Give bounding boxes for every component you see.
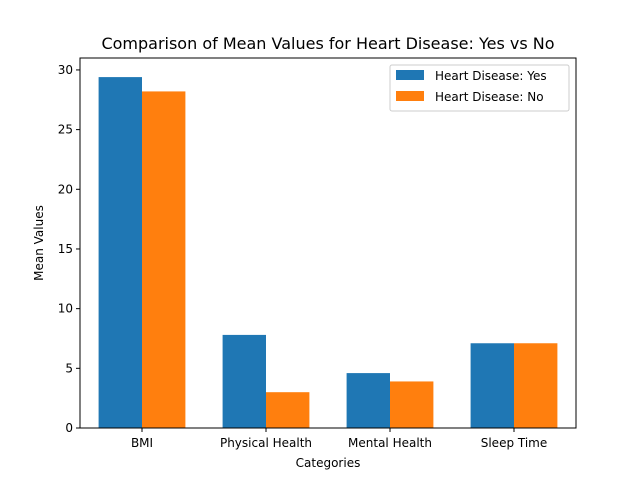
x-tick-label: BMI <box>131 436 153 450</box>
y-axis: 0 5 10 15 20 25 30 <box>58 63 80 435</box>
y-tick-label: 10 <box>58 302 73 316</box>
bar-yes-physical-health <box>222 334 266 428</box>
y-tick-label: 0 <box>65 421 73 435</box>
y-axis-label: Mean Values <box>32 205 46 281</box>
y-tick-label: 15 <box>58 242 73 256</box>
legend-label-heart-disease-yes: Heart Disease: Yes <box>435 69 547 83</box>
legend-label-heart-disease-no: Heart Disease: No <box>435 90 544 104</box>
legend-box <box>389 64 570 112</box>
bar-no-bmi <box>142 91 186 428</box>
bar-no-mental-health <box>390 381 434 428</box>
chart-title: Comparison of Mean Values for Heart Dise… <box>101 34 554 53</box>
legend-swatch-heart-disease-no <box>396 91 424 101</box>
y-tick-label: 20 <box>58 182 73 196</box>
bar-yes-mental-health <box>346 373 390 428</box>
x-tick-label: Mental Health <box>348 436 432 450</box>
y-tick-label: 30 <box>58 63 73 77</box>
y-tick-label: 25 <box>58 123 73 137</box>
bar-no-physical-health <box>266 392 310 428</box>
plot-area-frame <box>79 57 577 429</box>
legend-swatch-heart-disease-yes <box>396 70 424 80</box>
bar-yes-sleep-time <box>470 343 514 428</box>
bar-no-sleep-time <box>514 343 558 428</box>
bars-layer <box>98 77 558 428</box>
bar-yes-bmi <box>98 77 142 428</box>
x-tick-label: Physical Health <box>220 436 312 450</box>
x-axis-label: Categories <box>296 456 361 470</box>
x-axis: BMI Physical Health Mental Health Sleep Tim… <box>131 428 547 450</box>
x-tick-label: Sleep Time <box>481 436 548 450</box>
y-tick-label: 5 <box>65 361 73 375</box>
legend: Heart Disease: Yes Heart Disease: No <box>389 64 570 112</box>
